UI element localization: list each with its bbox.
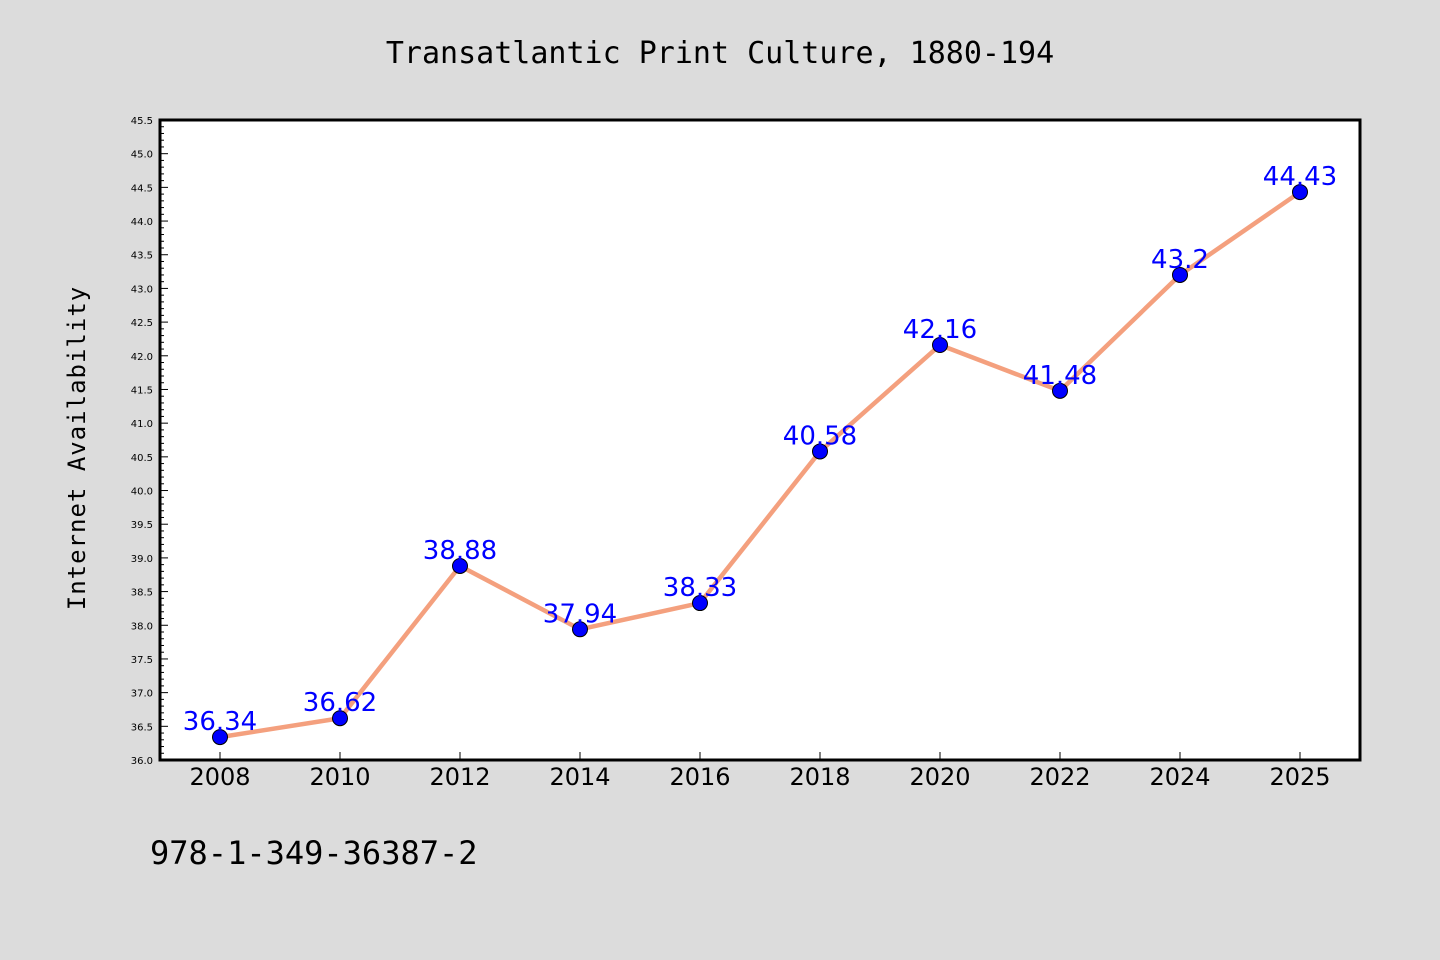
- x-tick-label: 2022: [1029, 763, 1090, 791]
- y-tick-label: 41.5: [131, 385, 153, 396]
- x-tick-label: 2024: [1149, 763, 1210, 791]
- y-tick-label: 42.0: [131, 352, 153, 363]
- y-axis-ticks: 36.0 36.5 37.0 37.5 38.0 38.5 39.0 39.5 40.0 40.5…: [131, 116, 168, 767]
- x-tick-label: 2010: [309, 763, 370, 791]
- data-point: [332, 710, 348, 727]
- y-tick-label: 39.5: [131, 520, 153, 531]
- y-tick-label: 41.0: [131, 419, 153, 430]
- y-tick-label: 36.0: [131, 756, 153, 767]
- x-tick-label: 2012: [429, 763, 490, 791]
- data-label: 43.2: [1151, 245, 1209, 275]
- y-tick-label: 45.5: [131, 116, 153, 127]
- data-point: [452, 557, 468, 574]
- y-tick-label: 45.0: [131, 150, 153, 161]
- y-tick-label: 37.0: [131, 689, 153, 700]
- x-tick-label: 2016: [669, 763, 730, 791]
- x-tick-label: 2008: [189, 763, 250, 791]
- y-tick-label: 40.0: [131, 487, 153, 498]
- data-point: [812, 443, 828, 460]
- y-tick-label: 40.5: [131, 453, 153, 464]
- y-tick-label: 44.0: [131, 217, 153, 228]
- data-point: [212, 729, 228, 746]
- data-label: 42.16: [903, 315, 977, 345]
- y-tick-label: 43.5: [131, 251, 153, 262]
- y-tick-label: 44.5: [131, 183, 153, 194]
- plot-frame: [158, 118, 1362, 762]
- x-tick-label: 2014: [549, 763, 610, 791]
- x-tick-label: 2020: [909, 763, 970, 791]
- data-point: [572, 621, 588, 638]
- y-tick-label: 39.0: [131, 554, 153, 565]
- x-tick-label: 2025: [1269, 763, 1330, 791]
- data-labels: 36.34 36.62 38.88 37.94 38.33 40.58 42.16 41.48…: [183, 162, 1337, 737]
- series-line: [219, 190, 1302, 740]
- data-label: 38.33: [663, 573, 737, 603]
- y-axis-label: Internet Availability: [63, 286, 91, 610]
- chart-title: Transatlantic Print Culture, 1880-194: [386, 36, 1054, 71]
- x-tick-label: 2018: [789, 763, 850, 791]
- data-label: 41.48: [1023, 361, 1097, 391]
- y-tick-label: 38.0: [131, 621, 153, 632]
- data-point: [1052, 382, 1068, 399]
- y-tick-label: 36.5: [131, 722, 153, 733]
- y-tick-label: 37.5: [131, 655, 153, 666]
- y-tick-label: 43.0: [131, 284, 153, 295]
- data-label: 44.43: [1263, 162, 1337, 192]
- data-label: 37.94: [543, 599, 617, 629]
- data-label: 38.88: [423, 536, 497, 566]
- y-tick-label: 38.5: [131, 588, 153, 599]
- series-markers: [212, 184, 1308, 746]
- plot-area: [160, 120, 1360, 760]
- data-label: 40.58: [783, 421, 857, 451]
- data-point: [1172, 266, 1188, 283]
- data-point: [692, 595, 708, 612]
- data-label: 36.62: [303, 688, 377, 718]
- data-label: 36.34: [183, 707, 257, 737]
- data-point: [932, 337, 948, 354]
- isbn-footer: 978-1-349-36387-2: [150, 834, 478, 872]
- data-point: [1292, 184, 1308, 201]
- y-tick-label: 42.5: [131, 318, 153, 329]
